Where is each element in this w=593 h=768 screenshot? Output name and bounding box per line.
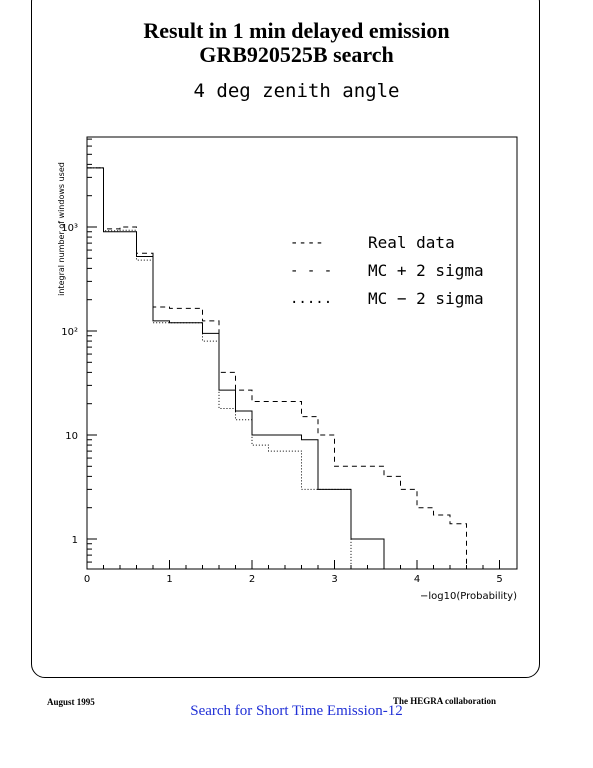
series-mc_plus: [87, 167, 483, 570]
y-tick-label: 1: [72, 535, 78, 546]
x-tick-label: 4: [414, 574, 420, 585]
plot-series: [87, 167, 483, 570]
slide-title-line-1: Result in 1 min delayed emission: [143, 18, 450, 43]
plot-axes: 0 1 2 3 4 5 1 10 10² 10³ −log10(Probability) integr…: [57, 136, 518, 602]
x-tick-label: 3: [331, 574, 337, 585]
plot-frame: [86, 136, 518, 570]
y-tick-label: 10²: [61, 327, 78, 338]
y-tick-label: 10³: [61, 223, 78, 234]
x-axis-label: −log10(Probability): [420, 591, 517, 602]
legend-symbol-mc_plus: - - -: [290, 263, 332, 279]
slide-frame: [31, 0, 540, 678]
legend-label-real: Real data: [368, 233, 455, 252]
series-mc_minus: [87, 167, 368, 570]
chart-title: 4 deg zenith angle: [193, 80, 400, 102]
x-tick-label: 5: [496, 574, 502, 585]
legend-symbol-real: ----: [290, 235, 324, 251]
series-real: [87, 167, 401, 570]
legend-label-mc_minus: MC − 2 sigma: [368, 289, 484, 308]
legend-label-mc_plus: MC + 2 sigma: [368, 261, 484, 280]
footer-presentation-title: Search for Short Time Emission-12: [190, 703, 403, 719]
legend-symbol-mc_minus: .....: [290, 291, 332, 307]
footer-date: August 1995: [47, 697, 95, 707]
chart-legend: ---- Real data - - - MC + 2 sigma..... MC − …: [290, 233, 484, 308]
slide-title-line-2: GRB920525B search: [199, 42, 394, 67]
footer-collaboration: The HEGRA collaboration: [393, 696, 497, 706]
x-tick-label: 0: [84, 574, 90, 585]
x-tick-label: 2: [249, 574, 255, 585]
x-tick-label: 1: [166, 574, 172, 585]
y-axis-label: integral number of windows used: [57, 162, 66, 296]
y-tick-label: 10: [65, 431, 78, 442]
